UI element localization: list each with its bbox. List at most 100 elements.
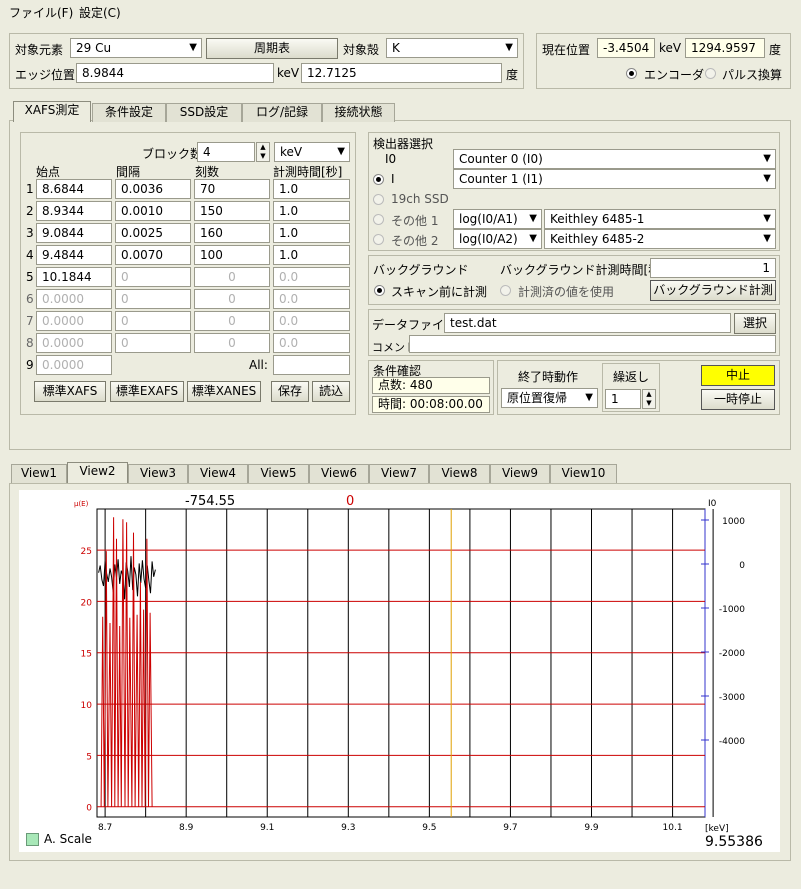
i-radio[interactable] bbox=[373, 174, 384, 185]
element-select[interactable]: 29 Cu ▼ bbox=[70, 38, 202, 58]
row-start-field[interactable]: 10.1844 bbox=[36, 267, 112, 287]
background-measure-button[interactable]: バックグラウンド計測 bbox=[650, 280, 776, 301]
header-count: 刻数 bbox=[195, 165, 220, 179]
tab-view3[interactable]: View3 bbox=[128, 464, 188, 483]
row-step-field[interactable]: 0.0036 bbox=[115, 179, 191, 199]
shell-select[interactable]: K ▼ bbox=[386, 38, 518, 58]
unit-select[interactable]: keV ▼ bbox=[274, 142, 350, 162]
row-count-field[interactable]: 70 bbox=[194, 179, 270, 199]
other2-formula-select[interactable]: log(I0/A2) ▼ bbox=[453, 229, 542, 249]
row-number: 2 bbox=[26, 204, 34, 218]
repeat-title: 繰返し bbox=[613, 370, 650, 384]
select-file-button[interactable]: 選択 bbox=[734, 313, 776, 334]
tab-ssd[interactable]: SSD設定 bbox=[166, 103, 242, 122]
x-tick-label: 8.7 bbox=[98, 823, 112, 833]
row-count-field[interactable]: 0 bbox=[194, 333, 270, 353]
row-start-field[interactable]: 9.4844 bbox=[36, 245, 112, 265]
row-start-field[interactable]: 8.6844 bbox=[36, 179, 112, 199]
row-count-field[interactable]: 0 bbox=[194, 311, 270, 331]
save-button[interactable]: 保存 bbox=[271, 381, 309, 402]
shell-value: K bbox=[392, 41, 400, 55]
pause-button[interactable]: 一時停止 bbox=[701, 389, 775, 410]
end-action-select[interactable]: 原位置復帰 ▼ bbox=[501, 388, 598, 408]
i-select[interactable]: Counter 1 (I1) ▼ bbox=[453, 169, 776, 189]
tab-view5[interactable]: View5 bbox=[248, 464, 309, 483]
row-number: 6 bbox=[26, 292, 34, 306]
row-time-field[interactable]: 0.0 bbox=[273, 267, 350, 287]
row-time-field[interactable]: 1.0 bbox=[273, 223, 350, 243]
tab-xafs[interactable]: XAFS測定 bbox=[13, 101, 91, 122]
tab-view7[interactable]: View7 bbox=[369, 464, 429, 483]
standard-xanes-button[interactable]: 標準XANES bbox=[187, 381, 261, 402]
tab-view1[interactable]: View1 bbox=[11, 464, 67, 483]
i0-select[interactable]: Counter 0 (I0) ▼ bbox=[453, 149, 776, 169]
row-step-field[interactable]: 0.0025 bbox=[115, 223, 191, 243]
load-button[interactable]: 読込 bbox=[312, 381, 350, 402]
pulse-radio[interactable] bbox=[705, 68, 716, 79]
row-count-field[interactable]: 100 bbox=[194, 245, 270, 265]
row-count-field[interactable]: 160 bbox=[194, 223, 270, 243]
tab-view8[interactable]: View8 bbox=[429, 464, 490, 483]
row-step-field[interactable]: 0 bbox=[115, 333, 191, 353]
repeat-stepper[interactable]: ▲ ▼ bbox=[642, 389, 656, 409]
row-time-field[interactable]: 1.0 bbox=[273, 201, 350, 221]
row-time-field[interactable]: 1.0 bbox=[273, 179, 350, 199]
tab-view6[interactable]: View6 bbox=[309, 464, 369, 483]
other1-radio[interactable] bbox=[373, 214, 384, 225]
other2-device-select[interactable]: Keithley 6485-2 ▼ bbox=[544, 229, 776, 249]
other1-device-select[interactable]: Keithley 6485-1 ▼ bbox=[544, 209, 776, 229]
all-field[interactable] bbox=[273, 355, 350, 375]
periodic-table-button[interactable]: 周期表 bbox=[206, 38, 338, 59]
edge-deg-field[interactable]: 12.7125 bbox=[301, 63, 502, 83]
ssd-radio[interactable] bbox=[373, 194, 384, 205]
row-start-field[interactable]: 0.0000 bbox=[36, 333, 112, 353]
row-start-field[interactable]: 9.0844 bbox=[36, 223, 112, 243]
background-time-field[interactable]: 1 bbox=[650, 258, 776, 278]
comment-field[interactable] bbox=[409, 335, 776, 353]
standard-exafs-button[interactable]: 標準EXAFS bbox=[110, 381, 184, 402]
row-step-field[interactable]: 0.0010 bbox=[115, 201, 191, 221]
background-before-radio[interactable] bbox=[374, 285, 385, 296]
menu-settings[interactable]: 設定(C) bbox=[79, 6, 121, 20]
row-step-field[interactable]: 0 bbox=[115, 311, 191, 331]
tab-log[interactable]: ログ/記録 bbox=[242, 103, 322, 122]
background-measured-radio[interactable] bbox=[500, 285, 511, 296]
right-tick-label: -3000 bbox=[719, 693, 745, 703]
tab-connection[interactable]: 接続状態 bbox=[322, 103, 395, 122]
row-time-field[interactable]: 0.0 bbox=[273, 289, 350, 309]
block-count-stepper[interactable]: ▲ ▼ bbox=[256, 142, 270, 162]
other2-radio[interactable] bbox=[373, 234, 384, 245]
tab-conditions[interactable]: 条件設定 bbox=[92, 103, 166, 122]
repeat-field[interactable]: 1 bbox=[605, 389, 641, 409]
tab-view9[interactable]: View9 bbox=[490, 464, 550, 483]
row-time-field[interactable]: 0.0 bbox=[273, 333, 350, 353]
row-count-field[interactable]: 0 bbox=[194, 267, 270, 287]
row-count-field[interactable]: 0 bbox=[194, 289, 270, 309]
row-time-field[interactable]: 1.0 bbox=[273, 245, 350, 265]
row-step-field[interactable]: 0 bbox=[115, 289, 191, 309]
encoder-radio[interactable] bbox=[626, 68, 637, 79]
menu-file[interactable]: ファイル(F) bbox=[9, 6, 74, 20]
legend-swatch[interactable] bbox=[26, 833, 39, 846]
pulse-label: パルス換算 bbox=[722, 68, 783, 82]
edge-kev-field[interactable]: 8.9844 bbox=[76, 63, 274, 83]
tab-view4[interactable]: View4 bbox=[188, 464, 248, 483]
x-tick-label: 9.9 bbox=[584, 823, 599, 833]
row-time-field[interactable]: 0.0 bbox=[273, 311, 350, 331]
other1-formula-select[interactable]: log(I0/A1) ▼ bbox=[453, 209, 542, 229]
row-start-field[interactable]: 8.9344 bbox=[36, 201, 112, 221]
block-count-field[interactable]: 4 bbox=[197, 142, 255, 162]
tab-view10[interactable]: View10 bbox=[550, 464, 617, 483]
row-start-field[interactable]: 0.0000 bbox=[36, 355, 112, 375]
position-deg-unit: 度 bbox=[769, 43, 782, 57]
stop-button[interactable]: 中止 bbox=[701, 365, 775, 386]
datafile-field[interactable]: test.dat bbox=[444, 313, 731, 333]
row-step-field[interactable]: 0.0070 bbox=[115, 245, 191, 265]
row-step-field[interactable]: 0 bbox=[115, 267, 191, 287]
row-start-field[interactable]: 0.0000 bbox=[36, 311, 112, 331]
datafile-label: データファイル bbox=[372, 318, 457, 332]
row-count-field[interactable]: 150 bbox=[194, 201, 270, 221]
row-start-field[interactable]: 0.0000 bbox=[36, 289, 112, 309]
standard-xafs-button[interactable]: 標準XAFS bbox=[34, 381, 106, 402]
tab-view2[interactable]: View2 bbox=[67, 462, 128, 483]
